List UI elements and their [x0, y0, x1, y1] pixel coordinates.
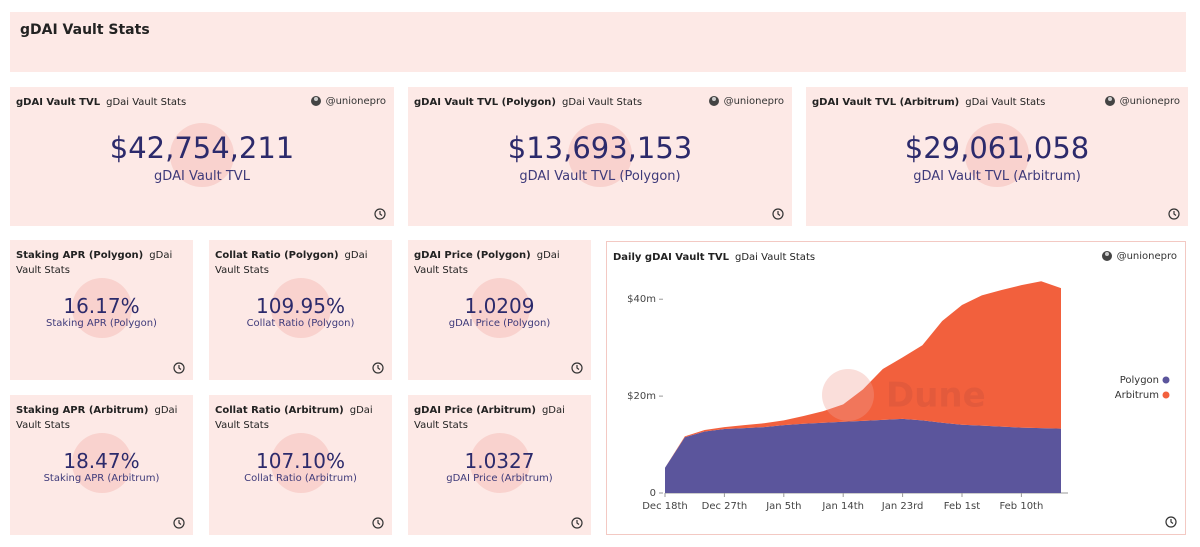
counter-card: gDAI Vault TVL gDai Vault Stats @unionepro… — [10, 87, 394, 226]
counter-card: gDAI Price (Polygon) gDai Vault Stats 1.02… — [408, 240, 591, 380]
card-head: Staking APR (Polygon) gDai Vault Stats — [16, 248, 187, 278]
author-name: @unionepro — [325, 95, 386, 107]
counter-label: gDAI Price (Arbitrum) — [446, 473, 553, 484]
counter-card: gDAI Price (Arbitrum) gDai Vault Stats 1.0… — [408, 395, 591, 535]
author-name: @unionepro — [723, 95, 784, 107]
clock-icon[interactable] — [772, 208, 784, 220]
counter-card: gDAI Vault TVL (Polygon) gDai Vault Stats… — [408, 87, 792, 226]
card-head: Collat Ratio (Arbitrum) gDai Vault Stats — [215, 403, 386, 433]
card-subtitle: gDai Vault Stats — [215, 405, 373, 431]
card-head: gDAI Vault TVL (Arbitrum) gDai Vault Stat… — [812, 95, 1078, 110]
card-title: gDAI Price (Arbitrum) — [414, 405, 536, 416]
decor-circle — [71, 278, 132, 338]
card-title: Collat Ratio (Arbitrum) — [215, 405, 344, 416]
decor-circle — [469, 433, 530, 493]
card-subtitle: gDai Vault Stats — [16, 250, 173, 276]
counter-value: $13,693,153 — [507, 131, 693, 165]
card-title: gDAI Vault TVL — [16, 97, 101, 108]
card-title: gDAI Vault TVL (Arbitrum) — [812, 97, 960, 108]
counter-label: Staking APR (Arbitrum) — [43, 473, 160, 484]
card-title: gDAI Vault TVL (Polygon) — [414, 97, 556, 108]
decor-circle — [71, 433, 132, 493]
avatar — [1101, 251, 1112, 261]
decor-circle — [270, 433, 331, 493]
author-name: @unionepro — [1116, 250, 1177, 262]
clock-icon[interactable] — [1168, 208, 1180, 220]
clock-icon[interactable] — [372, 517, 384, 529]
counter-value: $42,754,211 — [109, 131, 295, 165]
decor-circle — [965, 123, 1029, 187]
decor-circle — [270, 278, 331, 338]
counter-value: 109.95% — [256, 294, 345, 318]
author[interactable]: @unionepro — [1101, 250, 1177, 262]
counter-label: Staking APR (Polygon) — [46, 318, 157, 329]
clock-icon[interactable] — [173, 517, 185, 529]
card-subtitle: gDai Vault Stats — [106, 97, 187, 108]
avatar — [708, 96, 719, 106]
card-head: gDAI Vault TVL (Polygon) gDai Vault Stats — [414, 95, 682, 110]
counter-label: gDAI Vault TVL (Arbitrum) — [913, 169, 1081, 184]
card-title: Staking APR (Arbitrum) — [16, 405, 149, 416]
card-head: gDAI Price (Arbitrum) gDai Vault Stats — [414, 403, 585, 433]
card-head: gDAI Price (Polygon) gDai Vault Stats — [414, 248, 585, 278]
card-subtitle: gDai Vault Stats — [215, 250, 368, 276]
card-head: Collat Ratio (Polygon) gDai Vault Stats — [215, 248, 386, 278]
counter-label: gDAI Vault TVL — [154, 169, 250, 184]
decor-circle — [568, 123, 632, 187]
dashboard-title: gDAI Vault Stats — [20, 22, 150, 38]
author[interactable]: @unionepro — [1104, 95, 1180, 107]
card-subtitle: gDai Vault Stats — [414, 405, 565, 431]
counter-card: gDAI Vault TVL (Arbitrum) gDai Vault Stat… — [806, 87, 1188, 226]
decor-circle — [469, 278, 530, 338]
card-subtitle: gDai Vault Stats — [16, 405, 178, 431]
card-head: gDAI Vault TVL gDai Vault Stats — [16, 95, 284, 110]
chart-title: Daily gDAI Vault TVL — [613, 252, 729, 263]
avatar — [310, 96, 321, 106]
chart-panel: Daily gDAI Vault TVL gDai Vault Stats @un… — [606, 241, 1186, 535]
card-title: gDAI Price (Polygon) — [414, 250, 531, 261]
counter-label: gDAI Price (Polygon) — [448, 318, 551, 329]
card-head: Staking APR (Arbitrum) gDai Vault Stats — [16, 403, 187, 433]
chart-head: Daily gDAI Vault TVL gDai Vault Stats — [613, 250, 815, 265]
clock-icon[interactable] — [372, 362, 384, 374]
chart-subtitle: gDai Vault Stats — [735, 252, 816, 263]
counter-card: Collat Ratio (Arbitrum) gDai Vault Stats 1… — [209, 395, 392, 535]
counter-label: Collat Ratio (Polygon) — [246, 318, 355, 329]
decor-circle — [170, 123, 234, 187]
author[interactable]: @unionepro — [708, 95, 784, 107]
card-subtitle: gDai Vault Stats — [562, 97, 643, 108]
counter-card: Collat Ratio (Polygon) gDai Vault Stats 10… — [209, 240, 392, 380]
card-title: Collat Ratio (Polygon) — [215, 250, 339, 261]
counter-value: 107.10% — [256, 449, 345, 473]
counter-value: 1.0209 — [464, 294, 535, 318]
card-title: Staking APR (Polygon) — [16, 250, 144, 261]
clock-icon[interactable] — [571, 362, 583, 374]
card-subtitle: gDai Vault Stats — [414, 250, 560, 276]
header-panel: gDAI Vault Stats — [10, 12, 1186, 72]
counter-value: 16.17% — [63, 294, 140, 318]
clock-icon[interactable] — [1165, 516, 1177, 528]
author-name: @unionepro — [1119, 95, 1180, 107]
counter-value: 18.47% — [63, 449, 140, 473]
counter-label: gDAI Vault TVL (Polygon) — [519, 169, 681, 184]
counter-card: Staking APR (Arbitrum) gDai Vault Stats 18… — [10, 395, 193, 535]
avatar — [1104, 96, 1115, 106]
author[interactable]: @unionepro — [310, 95, 386, 107]
clock-icon[interactable] — [173, 362, 185, 374]
counter-card: Staking APR (Polygon) gDai Vault Stats 16.… — [10, 240, 193, 380]
counter-value: $29,061,058 — [904, 131, 1090, 165]
clock-icon[interactable] — [571, 517, 583, 529]
counter-value: 1.0327 — [464, 449, 535, 473]
clock-icon[interactable] — [374, 208, 386, 220]
counter-label: Collat Ratio (Arbitrum) — [244, 473, 357, 484]
card-subtitle: gDai Vault Stats — [965, 97, 1046, 108]
